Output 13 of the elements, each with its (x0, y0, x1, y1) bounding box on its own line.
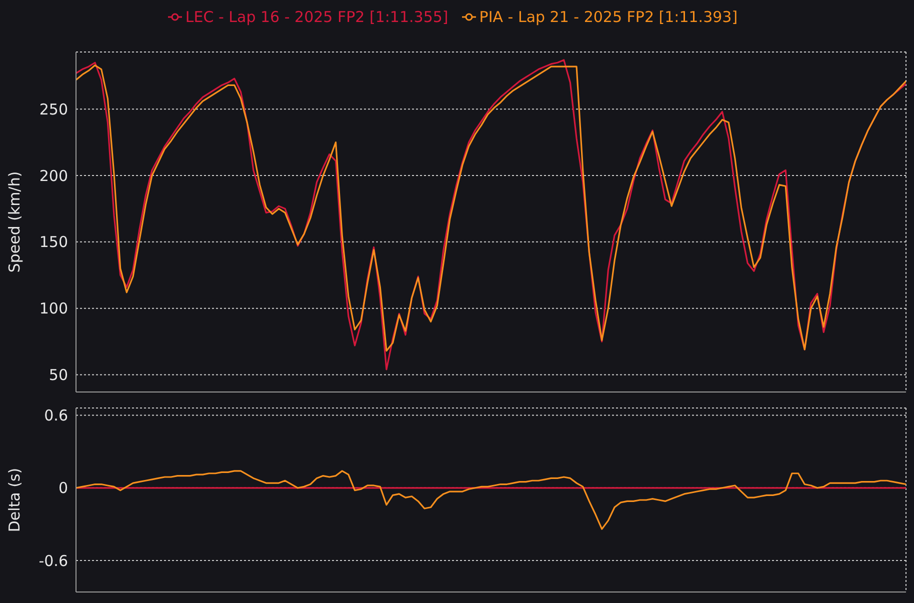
y-tick-label: 200 (39, 166, 68, 185)
y-tick-label: 250 (39, 100, 68, 118)
legend-label: PIA - Lap 21 - 2025 FP2 [1:11.393] (478, 8, 738, 26)
y-tick-label: 0 (58, 479, 68, 498)
y-axis-title: Speed (km/h) (5, 171, 24, 273)
legend-label: LEC - Lap 16 - 2025 FP2 [1:11.355] (184, 8, 448, 26)
y-tick-label: 150 (39, 233, 68, 252)
y-tick-label: 50 (48, 366, 68, 384)
y-axis-title: Delta (s) (5, 468, 24, 532)
y-tick-label: 0.6 (44, 406, 68, 425)
y-tick-label: -0.6 (38, 552, 68, 570)
line-series (76, 470, 906, 530)
y-tick-label: 100 (39, 300, 68, 318)
